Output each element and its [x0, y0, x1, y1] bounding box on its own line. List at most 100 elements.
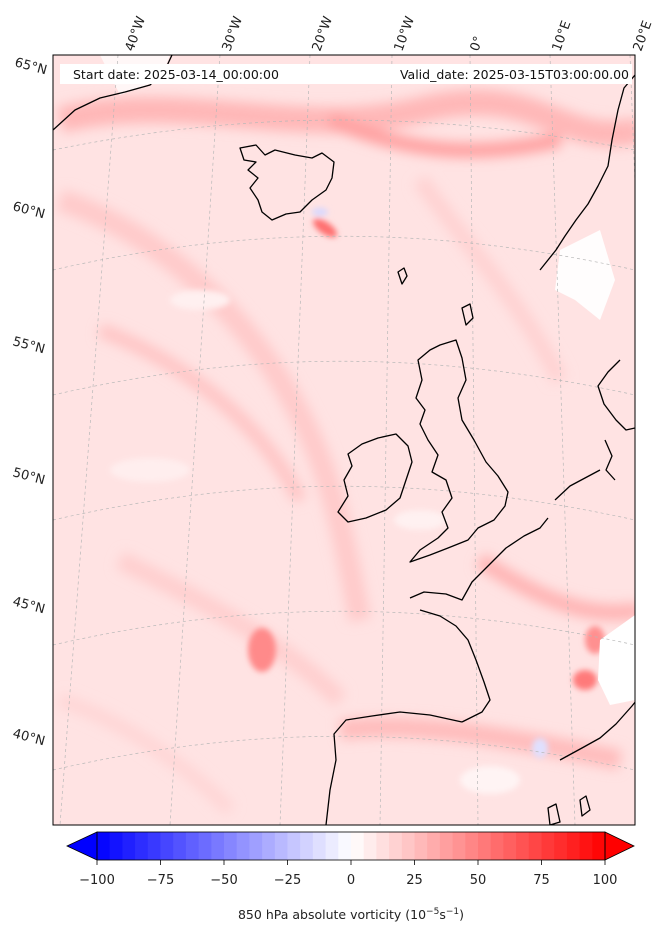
colorbar-cell: [592, 832, 606, 860]
colorbar-extend-max: [604, 831, 635, 861]
coastline-scotland-gb: [409, 339, 509, 563]
colorbar-cell: [503, 832, 517, 860]
lat-label-65n: 65°N: [13, 55, 49, 78]
colorbar-tick-label: 100: [593, 873, 618, 888]
coastline-france-biscay: [419, 609, 491, 723]
coastline-ireland: [337, 433, 413, 523]
colorbar-label-end: ): [459, 907, 464, 922]
masked-terrain-scandinavia: [555, 230, 615, 320]
colorbar-extend-min: [66, 831, 98, 861]
colorbar-label-exp1: −5: [426, 907, 439, 917]
colorbar-cell: [300, 832, 314, 860]
colorbar-cell: [579, 832, 593, 860]
colorbar-cell: [249, 832, 263, 860]
masked-terrain-alps: [598, 615, 635, 705]
lat-label-40n: 40°N: [11, 726, 47, 749]
map-frame: [52, 54, 636, 826]
lon-label-20w: 20°W: [310, 14, 336, 53]
colorbar-cell: [338, 832, 352, 860]
colorbar-cell: [325, 832, 339, 860]
colorbar-cell: [363, 832, 377, 860]
colorbar-cell: [541, 832, 555, 860]
coastline-france: [409, 517, 549, 601]
start-date-label: Start date: 2025-03-14_00:00:00: [73, 67, 279, 82]
colorbar-cell: [109, 832, 123, 860]
header-band: [60, 64, 632, 84]
colorbar-cell: [427, 832, 441, 860]
colorbar-cell: [401, 832, 415, 860]
colorbar-cell: [566, 832, 580, 860]
colorbar-cell: [389, 832, 403, 860]
colorbar-cell: [135, 832, 149, 860]
colorbar-label-mid: s: [439, 907, 446, 922]
colorbar-cell: [351, 832, 365, 860]
colorbar-cell: [516, 832, 530, 860]
map-panel: [53, 55, 635, 825]
colorbar-label-exp2: −1: [446, 907, 459, 917]
colorbar-cell: [478, 832, 492, 860]
lon-label-30w: 30°W: [220, 14, 246, 53]
colorbar-cell: [554, 832, 568, 860]
colorbar-cell: [147, 832, 161, 860]
lon-label-10w: 10°W: [392, 14, 418, 53]
coastline-norway: [539, 74, 635, 271]
coastline-shetland: [461, 303, 474, 326]
colorbar-label: 850 hPa absolute vorticity (10−5s−1): [238, 907, 464, 922]
coastline-corsica: [579, 795, 591, 817]
lon-label-10e: 10°E: [550, 19, 575, 54]
colorbar-cell: [198, 832, 212, 860]
colorbar-cell: [490, 832, 504, 860]
latitude-labels: 65°N 60°N 55°N 50°N 45°N 40°N: [11, 55, 49, 749]
colorbar-cell: [173, 832, 187, 860]
colorbar-cell: [185, 832, 199, 860]
coastline-iceland: [239, 144, 335, 221]
colorbar-cell: [122, 832, 136, 860]
longitude-labels: 40°W 30°W 20°W 10°W 0° 10°E 20°E: [123, 14, 656, 53]
coastline-faroe: [397, 267, 408, 285]
colorbar-cell: [262, 832, 276, 860]
lon-label-40w: 40°W: [123, 14, 149, 53]
colorbar-cell: [465, 832, 479, 860]
colorbar-cell: [211, 832, 225, 860]
colorbar-cell: [452, 832, 466, 860]
colorbar-cell: [274, 832, 288, 860]
coastline-med: [559, 701, 635, 761]
colorbar-tick-label: −75: [147, 873, 174, 888]
lon-label-20e: 20°E: [631, 19, 656, 54]
coastline-denmark-sweden: [597, 359, 635, 431]
colorbar-tick-label: 50: [470, 873, 487, 888]
colorbar-cell: [528, 832, 542, 860]
colorbar-cell: [224, 832, 238, 860]
vorticity-field-patches: [110, 208, 605, 794]
lat-label-55n: 55°N: [11, 334, 47, 357]
colorbar-cell: [287, 832, 301, 860]
colorbar-tick-label: 25: [406, 873, 423, 888]
colorbar-tick-label: −25: [274, 873, 301, 888]
lat-label-60n: 60°N: [11, 199, 47, 222]
colorbar-tick-label: −50: [210, 873, 237, 888]
lat-label-50n: 50°N: [11, 465, 47, 488]
colorbar-cell: [236, 832, 250, 860]
colorbar-tick-label: 0: [347, 873, 355, 888]
coastline-iberia: [325, 711, 463, 825]
colorbar-tick-label: 75: [533, 873, 550, 888]
lon-label-0: 0°: [468, 34, 487, 53]
vorticity-field-background: [53, 55, 635, 825]
vorticity-field-filaments: [56, 89, 635, 815]
colorbar-cell: [414, 832, 428, 860]
coastline-baltic: [604, 439, 616, 481]
lat-label-45n: 45°N: [11, 594, 47, 617]
colorbar-tick-label: −100: [79, 873, 115, 888]
colorbar-cell: [312, 832, 326, 860]
colorbar: −100 −75 −50 −25 0 25 50 75 100 850 hPa absolute…: [66, 831, 635, 922]
colorbar-cell: [376, 832, 390, 860]
colorbar-ticks: −100 −75 −50 −25 0 25 50 75 100: [79, 860, 617, 888]
colorbar-label-text: 850 hPa absolute vorticity (10: [238, 907, 426, 922]
colorbar-cells: [97, 832, 606, 860]
valid-date-label: Valid_date: 2025-03-15T03:00:00.00: [400, 67, 629, 82]
colorbar-cell: [97, 832, 111, 860]
coastline-sardinia: [547, 803, 561, 825]
colorbar-cell: [439, 832, 453, 860]
coastlines: [53, 55, 635, 825]
